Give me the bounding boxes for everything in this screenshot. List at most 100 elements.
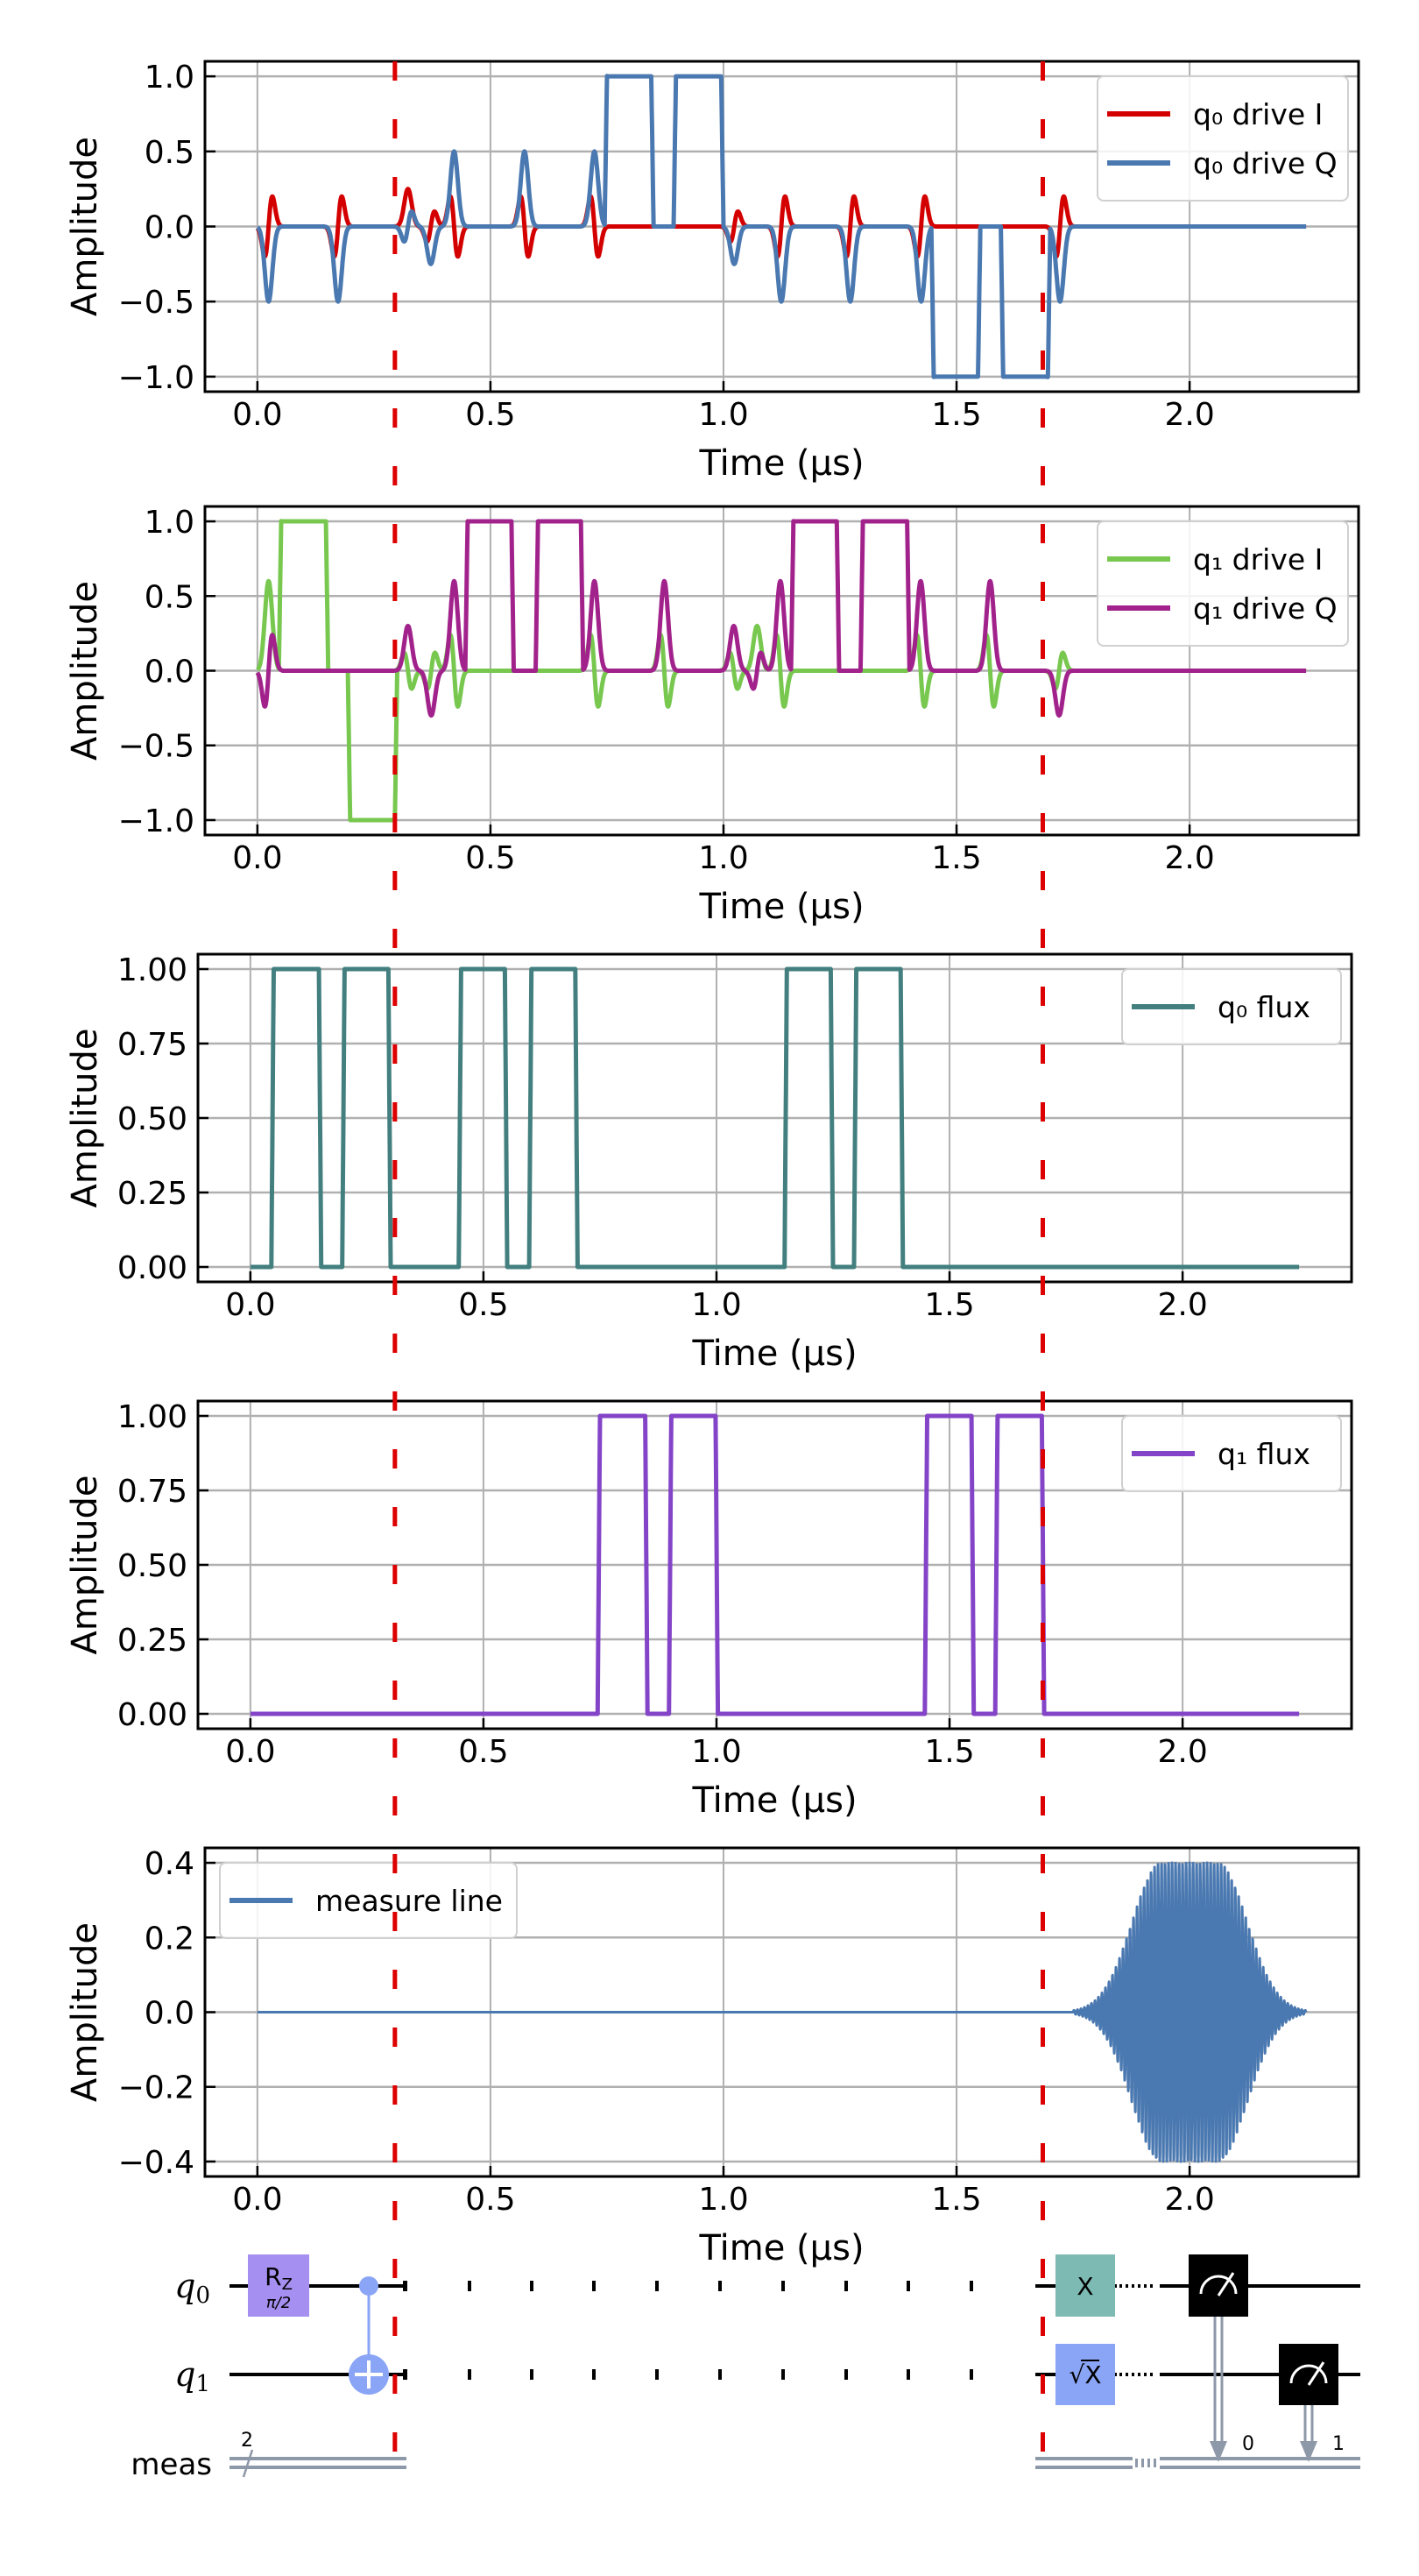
x-gate[interactable]: X [1055, 2254, 1115, 2317]
idle-dot [907, 2369, 910, 2380]
rz-gate-param: π/2 [266, 2294, 291, 2312]
idle-dot [970, 2281, 973, 2291]
y-tick-label: 0.2 [145, 1921, 194, 1957]
x-axis-label: Time (μs) [691, 1334, 857, 1374]
y-tick-label: 1.00 [117, 1399, 187, 1435]
legend-box [1097, 75, 1349, 202]
y-tick-label: 0.00 [117, 1697, 187, 1733]
legend: q₁ flux [1121, 1415, 1342, 1492]
measure-bit-1: 1 [1332, 2433, 1345, 2455]
x-tick-label: 0.0 [225, 1287, 275, 1323]
idle-dot [403, 2369, 407, 2380]
register-size: 2 [241, 2430, 253, 2452]
legend-box [1121, 1415, 1342, 1492]
classical-register-label: meas [131, 2447, 212, 2482]
classical-wire-right [1035, 2457, 1360, 2469]
x-tick-label: 2.0 [1157, 1287, 1207, 1323]
idle-dot [718, 2281, 722, 2291]
series-line-measure-line [256, 1861, 1308, 2163]
y-tick-label: 0.4 [145, 1846, 194, 1882]
chart-5: 0.0 0.5 1.0 1.5 2.0 −0.4 −0.2 0.0 0.2 0.4 Time (μs… [65, 1846, 1360, 2268]
x-tick-label: 1.0 [698, 2182, 748, 2218]
y-tick-label: −1.0 [118, 360, 194, 396]
idle-dot [781, 2369, 785, 2380]
y-tick-label: −0.4 [118, 2145, 194, 2181]
y-axis-label: Amplitude [65, 1922, 105, 2102]
quantum-circuit: q0 q1 meas 2 RZ π/2 [131, 2254, 1360, 2482]
x-tick-label: 0.0 [232, 840, 282, 876]
x-axis-label: Time (μs) [698, 443, 864, 484]
idle-dot [655, 2281, 659, 2291]
x-tick-label: 0.5 [465, 397, 515, 433]
idle-dot [530, 2281, 533, 2291]
x-tick-label: 0.0 [232, 397, 282, 433]
y-axis-label: Amplitude [65, 1476, 105, 1655]
legend-label: q₁ drive Q [1193, 591, 1338, 626]
idle-dots [403, 2281, 973, 2380]
legend-box [1121, 968, 1342, 1045]
legend: q₀ drive I q₀ drive Q [1097, 75, 1349, 202]
classical-wire [229, 2457, 406, 2469]
idle-dot [592, 2369, 596, 2380]
x-axis-label: Time (μs) [698, 2228, 864, 2268]
y-tick-label: 0.00 [117, 1250, 187, 1286]
measure-gate-q1[interactable]: 1 [1279, 2344, 1345, 2462]
x-tick-label: 1.0 [698, 840, 748, 876]
legend: q₀ flux [1121, 968, 1342, 1045]
series-line-q₀-flux [248, 966, 1302, 1270]
x-tick-label: 0.0 [225, 1734, 275, 1770]
x-tick-label: 0.5 [465, 840, 515, 876]
legend-label: q₀ drive Q [1193, 146, 1338, 180]
y-tick-label: 0.50 [117, 1101, 187, 1137]
x-tick-label: 1.0 [698, 397, 748, 433]
chart-3: 0.0 0.5 1.0 1.5 2.0 0.00 0.25 0.50 0.75 1.00 Time … [65, 952, 1353, 1374]
legend-label: q₀ drive I [1193, 97, 1323, 131]
idle-dot [468, 2281, 471, 2291]
x-axis-label: Time (μs) [691, 1780, 857, 1821]
series-line-q₁-drive-Q [255, 519, 1309, 718]
x-axis-label: Time (μs) [698, 887, 864, 927]
qubit-label-q0: q0 [174, 2267, 210, 2309]
x-tick-label: 2.0 [1164, 2182, 1214, 2218]
idle-dot [970, 2369, 973, 2380]
legend-label: q₁ drive I [1193, 542, 1323, 577]
legend-label: q₀ flux [1218, 990, 1310, 1024]
y-tick-label: 0.25 [117, 1176, 187, 1212]
legend-box [219, 1862, 518, 1939]
chart-2: 0.0 0.5 1.0 1.5 2.0 −1.0 −0.5 0.0 0.5 1.0 Time (μs… [65, 505, 1360, 927]
y-tick-label: 1.0 [145, 60, 194, 96]
y-tick-label: −0.2 [118, 2070, 194, 2106]
idle-dot [844, 2281, 848, 2291]
idle-dot [592, 2281, 596, 2291]
y-tick-label: 0.0 [145, 655, 194, 690]
measure-bit-0: 0 [1242, 2433, 1254, 2455]
legend-label: measure line [315, 1884, 503, 1918]
x-tick-label: 1.5 [931, 2182, 981, 2218]
idle-dot [530, 2369, 533, 2380]
y-tick-label: 0.50 [117, 1548, 187, 1584]
meter-icon [1199, 2275, 1238, 2295]
idle-dot [781, 2281, 785, 2291]
x-tick-label: 0.5 [458, 1734, 508, 1770]
y-tick-label: −1.0 [118, 803, 194, 839]
idle-dot [655, 2369, 659, 2380]
x-tick-label: 1.5 [924, 1287, 974, 1323]
x-tick-label: 0.5 [458, 1287, 508, 1323]
cnot-gate[interactable] [349, 2276, 389, 2395]
cnot-control-dot [359, 2276, 378, 2296]
measure-gate-q0[interactable]: 0 [1189, 2254, 1254, 2462]
register-size-slash [242, 2449, 254, 2478]
y-tick-label: −0.5 [118, 285, 194, 321]
rz-gate[interactable]: RZ π/2 [248, 2254, 309, 2317]
x-tick-label: 1.0 [691, 1287, 741, 1323]
y-axis-label: Amplitude [65, 581, 105, 761]
x-tick-label: 0.5 [465, 2182, 515, 2218]
chart-1: 0.0 0.5 1.0 1.5 2.0 −1.0 −0.5 0.0 0.5 1.0 Time (μs… [65, 60, 1360, 484]
x-tick-label: 2.0 [1164, 840, 1214, 876]
meter-icon [1289, 2364, 1328, 2384]
y-tick-label: 0.0 [145, 1996, 194, 2032]
sx-gate[interactable]: √X [1055, 2344, 1115, 2405]
y-axis-label: Amplitude [65, 1029, 105, 1208]
y-tick-label: 0.75 [117, 1474, 187, 1510]
